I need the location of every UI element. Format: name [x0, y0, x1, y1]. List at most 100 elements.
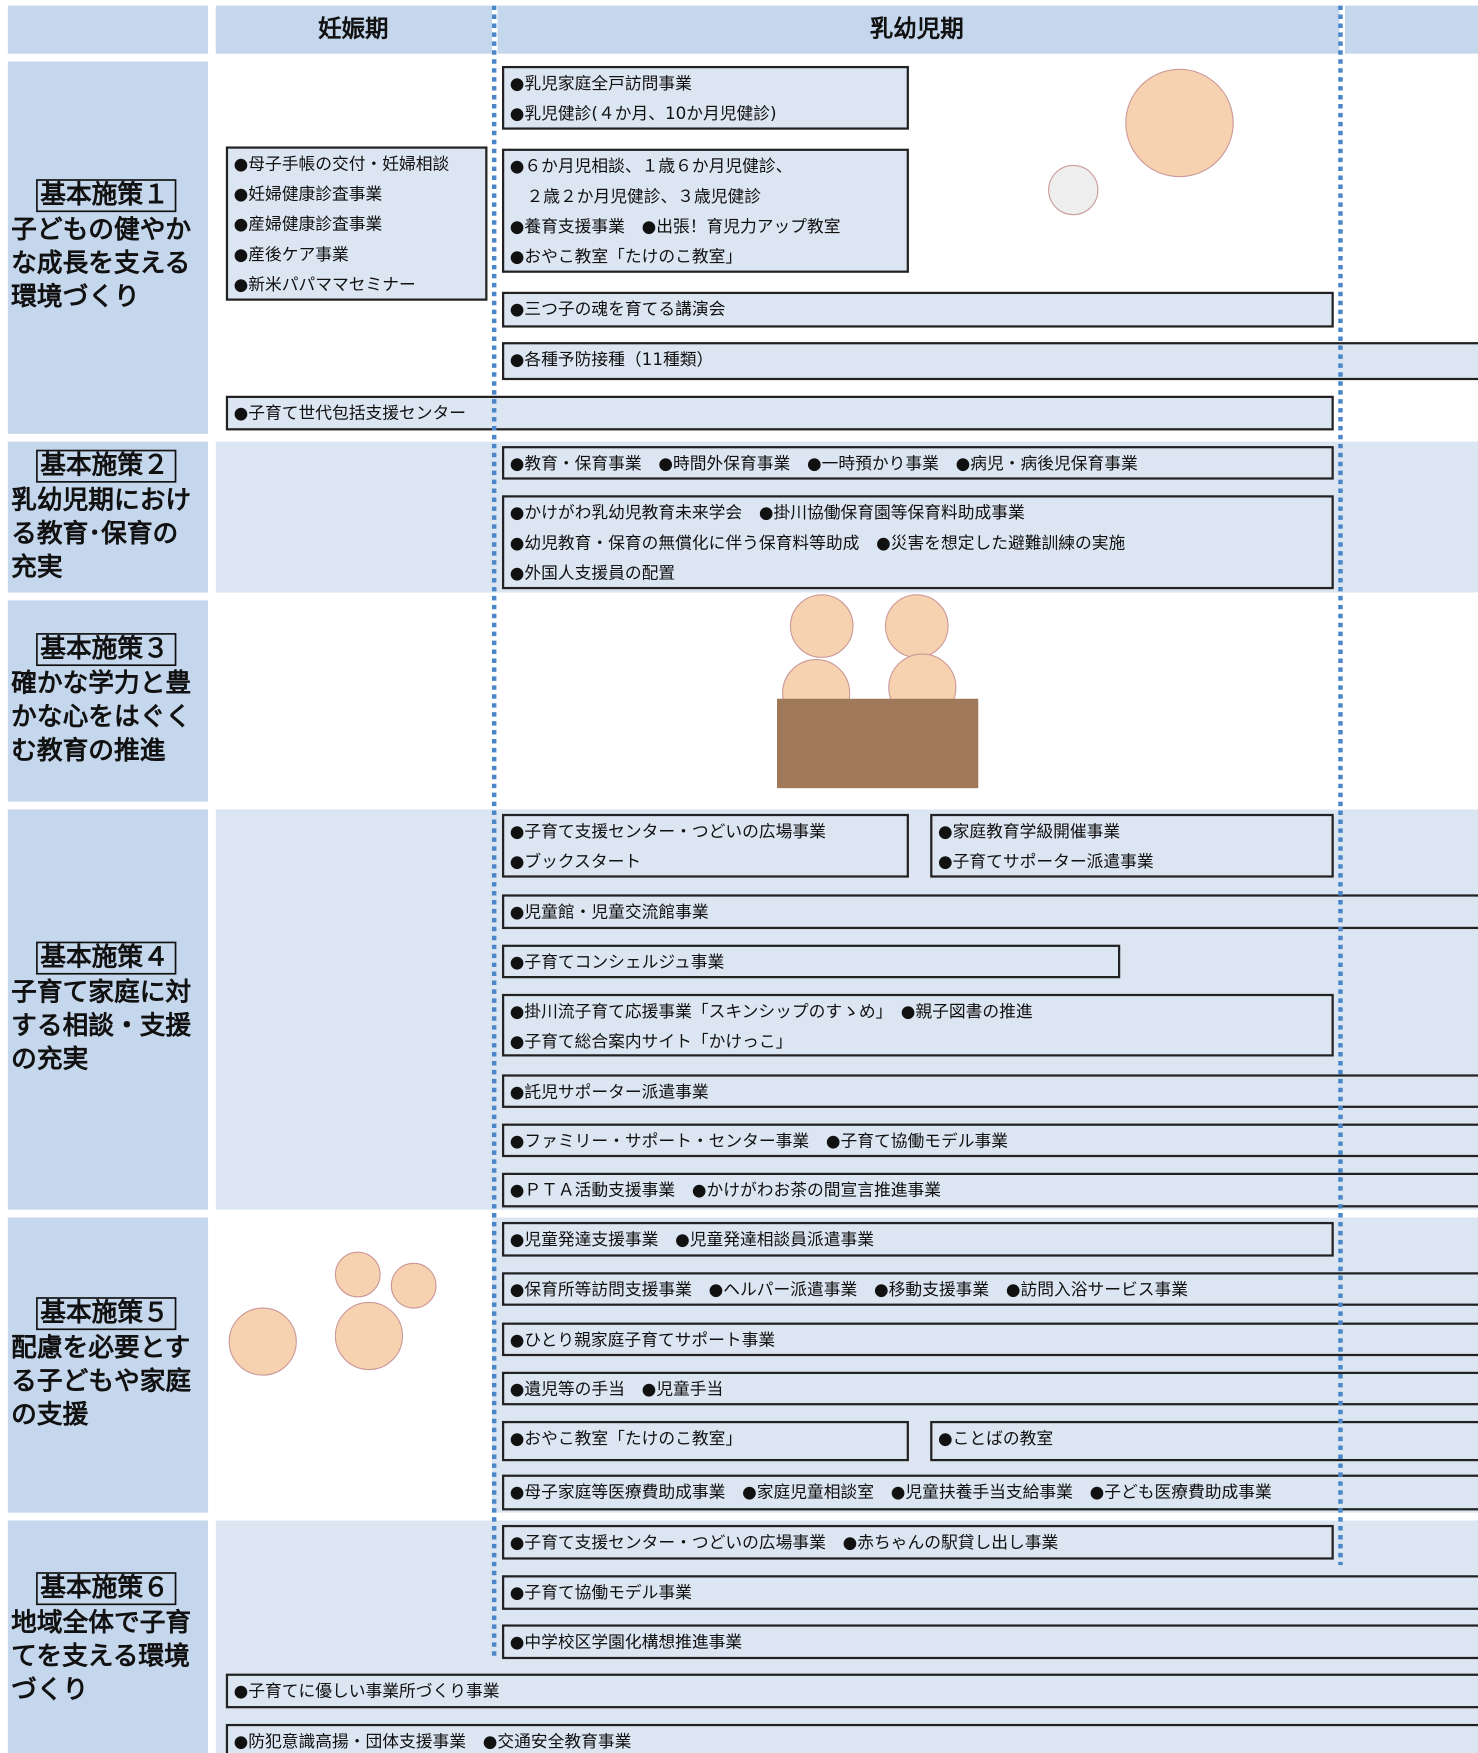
- program-text: ●中学校区学園化構想推進事業: [510, 1631, 743, 1651]
- program-box: [501, 944, 1121, 979]
- program-text: ●子育てサポーター派遣事業: [938, 851, 1154, 871]
- illustration: [884, 594, 949, 658]
- program-text: ●子育て世代包括支援センター: [234, 403, 466, 423]
- program-box: [501, 1371, 1478, 1406]
- policy-title: む教育の推進: [11, 735, 166, 766]
- policy-label-frame: [36, 1572, 177, 1606]
- illustration: [1125, 68, 1234, 178]
- program-text: ●ファミリー・サポート・センター事業 ●子育て協働モデル事業: [510, 1130, 1008, 1150]
- program-box: [501, 1074, 1478, 1108]
- policy-label-frame: [36, 941, 177, 975]
- row-side: [7, 809, 208, 1210]
- policy-title: な成長を支える: [11, 248, 190, 278]
- program-text: ●ひとり親家庭子育てサポート事業: [510, 1329, 776, 1349]
- program-text: ●ＰＴＡ活動支援事業 ●かけがわお茶の間宣言推進事業: [510, 1180, 941, 1200]
- program-box: [225, 1723, 1478, 1753]
- policy-title: 地域全体で子育: [11, 1607, 191, 1638]
- illustration: [1048, 164, 1099, 216]
- policy-title: の支援: [11, 1400, 88, 1430]
- program-text: ●三つ子の魂を育てる講演会: [510, 299, 726, 319]
- policy-title: かな心をはぐく: [11, 702, 191, 732]
- program-text: ●各種予防接種（11種類）: [510, 349, 713, 369]
- program-text: ●保育所等訪問支援事業 ●ヘルパー派遣事業 ●移動支援事業 ●訪問入浴サービス事…: [510, 1279, 1188, 1299]
- program-text: ●教育・保育事業 ●時間外保育事業 ●一時預かり事業 ●病児・病後児保育事業: [510, 453, 1138, 473]
- program-text: ●かけがわ乳幼児教育未来学会 ●掛川協働保育園等保育料助成事業: [510, 502, 1025, 522]
- program-text: ●児童発達支援事業 ●児童発達相談員派遣事業: [510, 1229, 874, 1249]
- policy-label: 基本施策６: [40, 1572, 169, 1603]
- program-box: [501, 1575, 1478, 1610]
- program-text: ●６か月児相談、１歳６か月児健診、: [510, 156, 793, 176]
- policy-label: 基本施策３: [40, 633, 169, 664]
- program-text: ●外国人支援員の配置: [510, 563, 675, 583]
- program-box: [501, 1272, 1478, 1306]
- program-box: [501, 894, 1478, 930]
- program-box: [501, 1420, 909, 1462]
- illustration: [334, 1301, 404, 1371]
- policy-title: 乳幼児期におけ: [11, 485, 191, 515]
- program-text: ●乳児健診(４か月、10か月児健診): [510, 103, 777, 123]
- program-box: [225, 1673, 1478, 1709]
- program-text: ●新米パパママセミナー: [234, 274, 416, 294]
- program-text: ●ブックスタート: [510, 851, 641, 871]
- program-text: ●産婦健康診査事業: [234, 214, 383, 234]
- header-corner: [7, 5, 208, 54]
- row-side: [7, 61, 208, 434]
- policy-label-frame: [36, 1297, 177, 1331]
- program-text: ●児童館・児童交流館事業: [510, 901, 709, 921]
- policy-label: 基本施策４: [40, 942, 169, 973]
- policy-label-frame: [36, 633, 177, 667]
- program-text: ●託児サポーター派遣事業: [510, 1081, 709, 1101]
- header-cell: [497, 5, 1340, 54]
- program-text: ２歳２か月児健診、３歳児健診: [510, 186, 762, 206]
- program-text: ●子育て支援センター・つどいの広場事業 ●赤ちゃんの駅貸し出し事業: [510, 1532, 1059, 1552]
- program-box: [501, 495, 1334, 590]
- program-text: ●子育てに優しい事業所づくり事業: [234, 1681, 500, 1701]
- illustration: [789, 594, 854, 658]
- program-text: ●産後ケア事業: [234, 244, 349, 264]
- program-box: [501, 993, 1334, 1057]
- policy-title: る教育･保育の: [11, 518, 178, 549]
- policy-title: 確かな学力と豊: [11, 668, 191, 699]
- illustration: [390, 1262, 437, 1309]
- program-box: [501, 342, 1478, 381]
- program-text: ●おやこ教室「たけのこ教室」: [510, 246, 742, 266]
- illustration: [228, 1307, 297, 1376]
- program-text: ●幼児教育・保育の無償化に伴う保育料等助成 ●災害を想定した避難訓練の実施: [510, 532, 1126, 552]
- program-box: [501, 1474, 1478, 1511]
- policy-title: の充実: [11, 1043, 88, 1074]
- policy-title: てを支える環境: [11, 1640, 190, 1671]
- row-side: [7, 600, 208, 802]
- program-box: [501, 1524, 1334, 1560]
- row-side: [7, 1217, 208, 1513]
- row-side: [7, 441, 208, 593]
- program-box: [501, 65, 909, 130]
- program-text: ●おやこ教室「たけのこ教室」: [510, 1428, 742, 1448]
- program-text: ●養育支援事業 ●出張！育児力アップ教室: [510, 216, 841, 236]
- program-text: ●遺児等の手当 ●児童手当: [510, 1379, 723, 1399]
- program-text: ●母子手帳の交付・妊婦相談: [234, 153, 450, 173]
- header-label: 妊娠期: [318, 15, 388, 43]
- policy-title: する相談・支援: [11, 1010, 191, 1041]
- policy-title: 子育て家庭に対: [11, 976, 191, 1007]
- program-text: ●乳児家庭全戸訪問事業: [510, 73, 692, 93]
- program-text: ●防犯意識高揚・団体支援事業 ●交通安全教育事業: [234, 1731, 632, 1751]
- program-box: [930, 813, 1334, 878]
- program-text: ●家庭教育学級開催事業: [938, 821, 1120, 841]
- program-box: [501, 813, 909, 878]
- policy-title: 子どもの健やか: [11, 215, 191, 245]
- policy-title: 配慮を必要とす: [11, 1333, 190, 1363]
- program-box: [930, 1420, 1478, 1462]
- program-text: ●ことばの教室: [938, 1428, 1053, 1448]
- header-cell: [215, 5, 492, 54]
- policy-title: る子どもや家庭: [11, 1365, 191, 1396]
- program-text: ●掛川流子育て応援事業「スキンシップのすゝめ」 ●親子図書の推進: [510, 1001, 1033, 1021]
- policy-label: 基本施策２: [40, 450, 169, 481]
- row-side: [7, 1520, 208, 1753]
- program-text: ●子育てコンシェルジュ事業: [510, 952, 725, 972]
- program-box: [225, 146, 488, 301]
- program-box: [501, 446, 1334, 480]
- program-box: [225, 395, 1334, 431]
